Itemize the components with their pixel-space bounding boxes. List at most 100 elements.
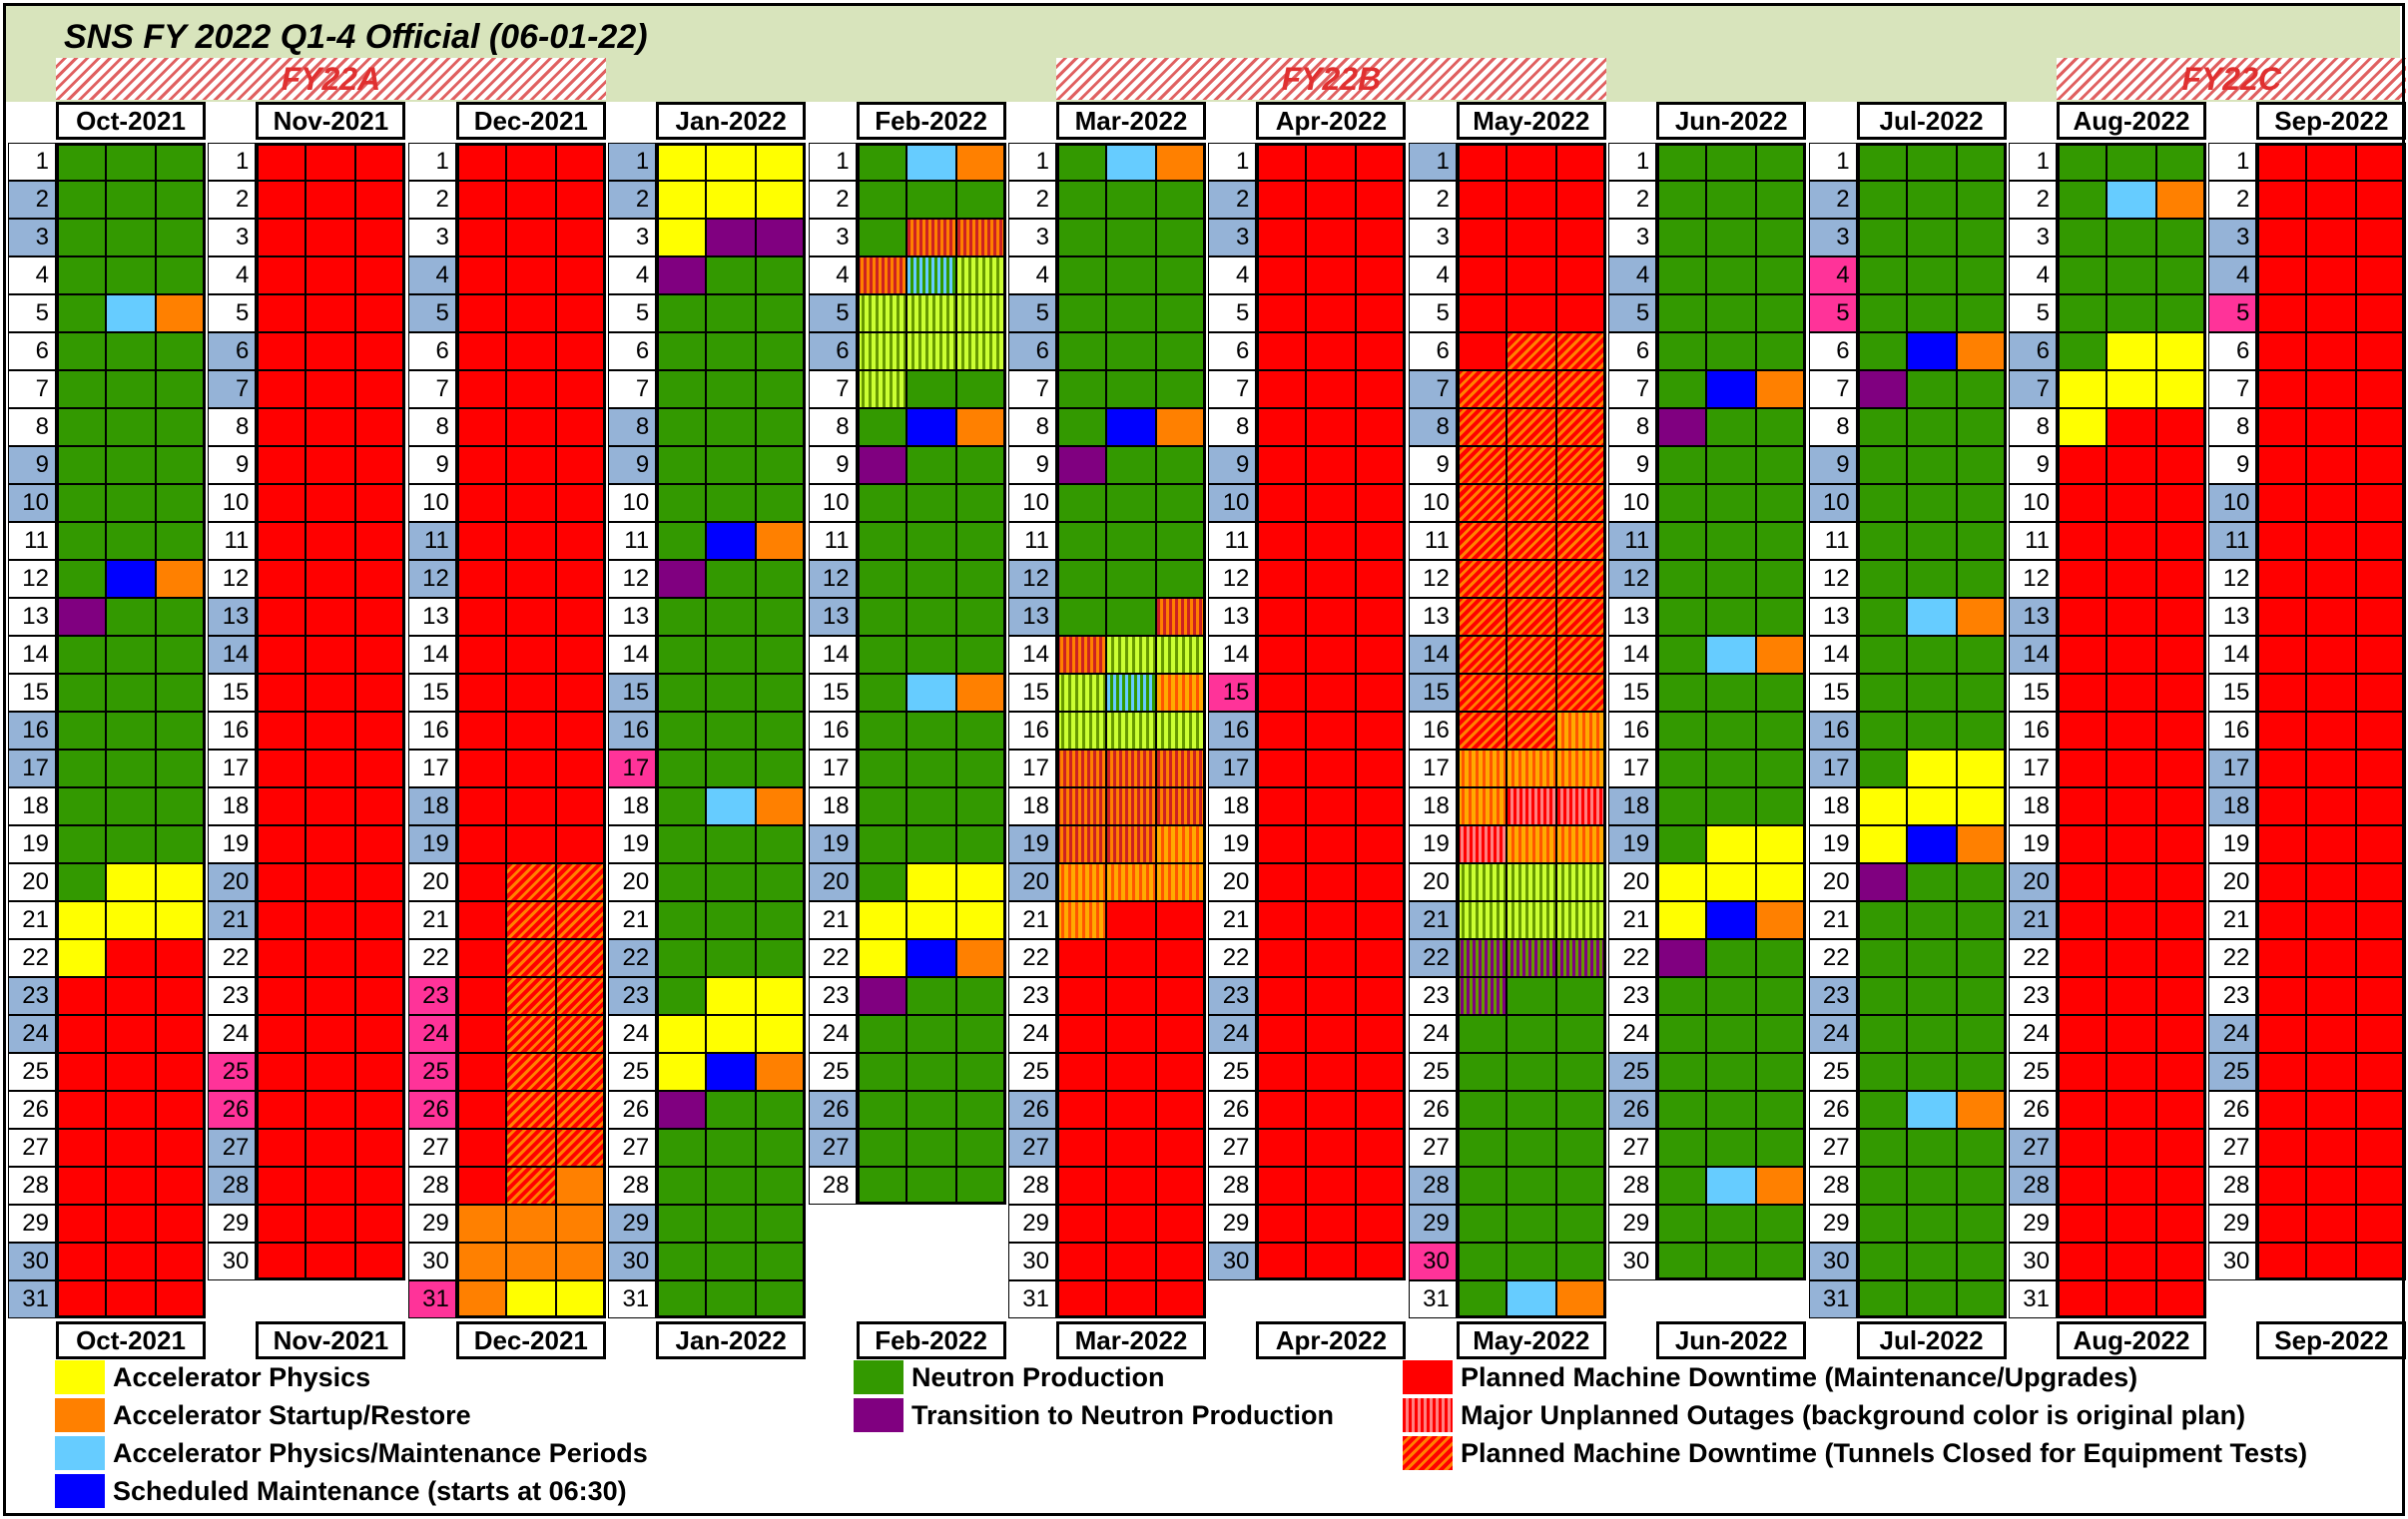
shift-cell (2156, 712, 2206, 750)
shift-cell (2356, 181, 2407, 219)
shift-cell (1656, 1015, 1707, 1053)
month-footer-nov-2021: Nov-2021 (256, 1321, 406, 1359)
shift-cell (905, 636, 956, 674)
shift-cell (106, 939, 156, 977)
shift-cell (955, 446, 1006, 484)
shift-cell (1356, 143, 1407, 181)
day-number: 17 (1608, 750, 1657, 787)
day-number: 30 (1408, 1243, 1457, 1280)
shift-cell (256, 977, 306, 1015)
day-number: 22 (608, 939, 657, 977)
shift-cell (156, 1205, 206, 1243)
shift-cell (2156, 1053, 2206, 1091)
shift-cell (656, 408, 707, 446)
shift-cell (1706, 787, 1757, 825)
shift-cell (1656, 408, 1707, 446)
shift-cell (1656, 977, 1707, 1015)
day-number: 31 (1408, 1280, 1457, 1318)
shift-cell (1756, 901, 1807, 939)
shift-cell (2057, 294, 2107, 332)
day-number: 15 (2208, 674, 2257, 712)
day-number: 8 (8, 408, 56, 446)
shift-cell (2107, 143, 2156, 181)
shift-cell (106, 1243, 156, 1280)
shift-cell (1056, 636, 1106, 674)
shift-cell (656, 143, 707, 181)
day-number: 20 (2009, 863, 2057, 901)
shift-cell (305, 674, 356, 712)
day-number: 28 (1008, 1167, 1056, 1205)
shift-cell (1856, 712, 1907, 750)
shift-cell (1106, 1205, 1156, 1243)
shift-cell (256, 1015, 306, 1053)
day-number: 19 (2009, 825, 2057, 863)
shift-cell (505, 1280, 556, 1318)
shift-cell (656, 484, 707, 522)
day-number: 18 (608, 787, 657, 825)
shift-cell (2107, 863, 2156, 901)
shift-cell (455, 787, 506, 825)
day-number: 29 (1608, 1205, 1657, 1243)
legend-label: Neutron Production (911, 1362, 1165, 1392)
shift-cell (1456, 598, 1506, 636)
day-number: 5 (808, 294, 857, 332)
shift-cell (2306, 1243, 2357, 1280)
shift-cell (1856, 1091, 1907, 1129)
shift-cell (2306, 219, 2357, 256)
shift-cell (256, 825, 306, 863)
shift-cell (1906, 522, 1957, 560)
day-number: 14 (608, 636, 657, 674)
day-number: 17 (808, 750, 857, 787)
shift-cell (56, 484, 106, 522)
shift-cell (1956, 939, 2007, 977)
shift-cell (56, 181, 106, 219)
shift-cell (555, 939, 606, 977)
shift-cell (2256, 863, 2307, 901)
shift-cell (156, 1091, 206, 1129)
shift-cell (1555, 1167, 1606, 1205)
shift-cell (256, 219, 306, 256)
day-number: 14 (2009, 636, 2057, 674)
shift-cell (706, 939, 757, 977)
shift-cell (156, 332, 206, 370)
shift-cell (1756, 977, 1807, 1015)
shift-cell (1056, 1205, 1106, 1243)
shift-cell (1106, 939, 1156, 977)
shift-cell (256, 1167, 306, 1205)
shift-cell (1156, 219, 1206, 256)
shift-cell (2156, 636, 2206, 674)
shift-cell (1706, 750, 1757, 787)
shift-cell (1706, 674, 1757, 712)
shift-cell (2306, 181, 2357, 219)
shift-cell (656, 294, 707, 332)
day-number: 10 (1808, 484, 1857, 522)
shift-cell (1256, 294, 1307, 332)
day-number: 14 (1608, 636, 1657, 674)
legend-swatch (55, 1474, 105, 1508)
day-number: 29 (1008, 1205, 1056, 1243)
shift-cell (2306, 294, 2357, 332)
shift-cell (305, 636, 356, 674)
shift-cell (256, 143, 306, 181)
shift-cell (756, 712, 807, 750)
shift-cell (1156, 901, 1206, 939)
day-number: 2 (1608, 181, 1657, 219)
day-number: 1 (8, 143, 56, 181)
shift-cell (56, 408, 106, 446)
shift-cell (355, 408, 406, 446)
shift-cell (1956, 446, 2007, 484)
shift-cell (856, 863, 906, 901)
day-number: 17 (1408, 750, 1457, 787)
shift-cell (1456, 939, 1506, 977)
shift-cell (56, 1091, 106, 1129)
shift-cell (1656, 1243, 1707, 1280)
shift-cell (1256, 750, 1307, 787)
day-number: 25 (208, 1053, 257, 1091)
shift-cell (1356, 256, 1407, 294)
day-number: 30 (208, 1243, 257, 1280)
shift-cell (756, 863, 807, 901)
day-number: 2 (1208, 181, 1257, 219)
day-number: 7 (1208, 370, 1257, 408)
legend-label: Transition to Neutron Production (911, 1400, 1334, 1430)
day-number: 8 (1208, 408, 1257, 446)
